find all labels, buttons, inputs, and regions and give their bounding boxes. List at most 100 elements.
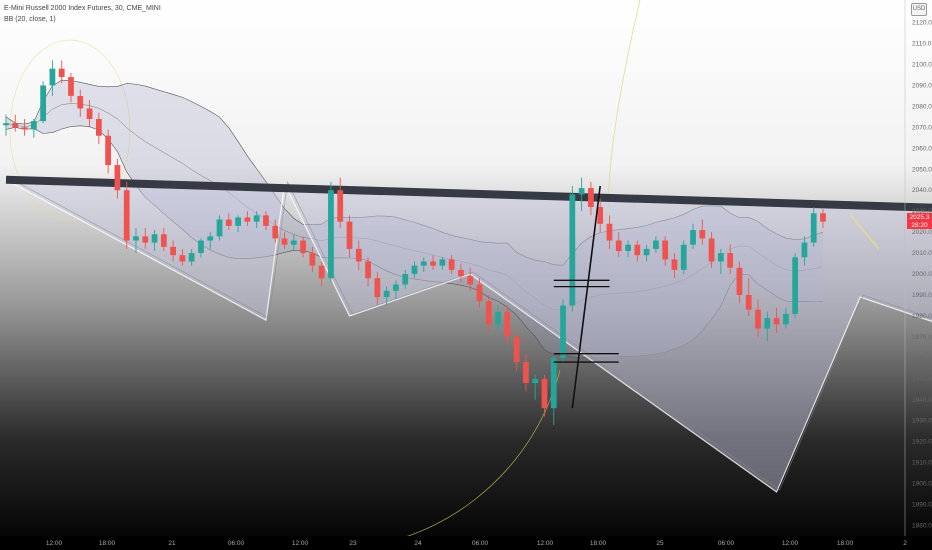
candle-38 <box>355 240 362 270</box>
candle-14 <box>133 227 139 254</box>
candle-body <box>12 123 19 128</box>
candle-40 <box>374 271 381 306</box>
candle-33 <box>309 246 316 272</box>
candle-body <box>523 362 529 384</box>
candle-body <box>708 238 715 262</box>
candle-body <box>782 313 789 325</box>
price-tick-label: 2080.0 <box>912 103 932 110</box>
candle-body <box>727 253 734 268</box>
candle-70 <box>653 236 659 254</box>
candle-body <box>346 221 353 249</box>
candle-body <box>420 261 427 266</box>
candle-64 <box>597 198 604 233</box>
candle-46 <box>430 255 436 270</box>
price-tick-label: 1950.0 <box>912 376 932 383</box>
candle-body <box>355 248 362 262</box>
candle-body <box>801 242 808 258</box>
indicator-label[interactable]: BB (20, close, 1) <box>4 16 56 23</box>
candle-body <box>105 135 112 166</box>
candle-75 <box>699 219 706 245</box>
current-price: 2025.3 <box>909 214 930 222</box>
candle-77 <box>717 248 724 275</box>
price-tick-label: 2020.0 <box>912 229 932 236</box>
candle-body <box>281 238 288 245</box>
candle-body <box>485 301 492 325</box>
candle-67 <box>625 240 631 258</box>
candle-body <box>123 190 130 241</box>
candle-body <box>374 278 381 298</box>
candle-84 <box>782 307 789 329</box>
symbol-title[interactable]: E-Mini Russell 2000 Index Futures, 30, C… <box>4 5 161 12</box>
candle-body <box>225 219 232 226</box>
candle-11 <box>105 129 112 174</box>
candle-39 <box>365 257 371 287</box>
price-tick-label: 1960.0 <box>912 355 932 362</box>
candle-body <box>615 240 622 251</box>
candle-68 <box>634 240 641 262</box>
time-tick-label: 06:00 <box>472 540 489 547</box>
candle-body <box>68 77 74 96</box>
candle-37 <box>346 215 353 258</box>
chart-legend: E-Mini Russell 2000 Index Futures, 30, C… <box>4 3 161 25</box>
candle-74 <box>690 223 696 249</box>
currency-label[interactable]: USD <box>911 3 927 16</box>
candle-body <box>328 190 334 279</box>
candle-body <box>504 311 511 337</box>
candle-body <box>86 108 93 119</box>
time-axis-bg <box>0 536 932 550</box>
candle-body <box>133 236 139 241</box>
candle-body <box>680 244 687 270</box>
candle-body <box>30 121 37 130</box>
time-tick-label: 23 <box>349 540 357 547</box>
price-tick-label: 1970.0 <box>912 334 932 341</box>
candle-body <box>179 255 186 262</box>
candle-53 <box>495 305 501 333</box>
price-tick-label: 2100.0 <box>912 61 932 68</box>
candle-26 <box>244 211 251 226</box>
candle-72 <box>671 253 678 279</box>
candle-8 <box>77 89 84 117</box>
candle-63 <box>588 181 594 216</box>
candle-41 <box>383 286 390 306</box>
price-tick-label: 2110.0 <box>912 41 932 48</box>
candle-24 <box>225 213 232 231</box>
candle-4 <box>40 81 47 124</box>
candle-78 <box>727 244 734 275</box>
candle-body <box>198 240 204 254</box>
candle-79 <box>736 261 743 304</box>
candle-body <box>411 265 418 275</box>
time-tick-label: 12:00 <box>46 540 63 547</box>
candle-44 <box>411 261 418 279</box>
candle-82 <box>764 311 771 342</box>
candle-71 <box>662 236 669 266</box>
price-tick-label: 1980.0 <box>912 313 932 320</box>
candle-body <box>532 378 539 384</box>
candle-body <box>430 261 436 266</box>
candle-1 <box>12 114 19 132</box>
time-tick-label: 24 <box>414 540 422 547</box>
candle-56 <box>523 353 529 392</box>
price-tick-label: 2010.0 <box>912 250 932 257</box>
candle-54 <box>504 305 511 346</box>
candle-body <box>625 244 631 251</box>
candle-body <box>439 259 446 266</box>
candle-76 <box>708 232 715 268</box>
candle-43 <box>402 269 409 289</box>
candle-2 <box>21 118 28 136</box>
candle-body <box>253 215 260 222</box>
candle-58 <box>541 374 548 417</box>
time-tick-label: 21 <box>168 540 176 547</box>
candle-body <box>671 259 678 270</box>
candle-20 <box>188 248 195 266</box>
time-tick-label: 12:00 <box>292 540 309 547</box>
candle-57 <box>532 374 539 400</box>
candle-body <box>597 206 604 224</box>
price-tick-label: 1990.0 <box>912 292 932 299</box>
candle-65 <box>606 215 613 249</box>
candle-body <box>160 234 167 247</box>
candle-body <box>569 194 576 306</box>
price-tick-label: 1880.0 <box>912 523 932 530</box>
candle-body <box>207 236 214 241</box>
